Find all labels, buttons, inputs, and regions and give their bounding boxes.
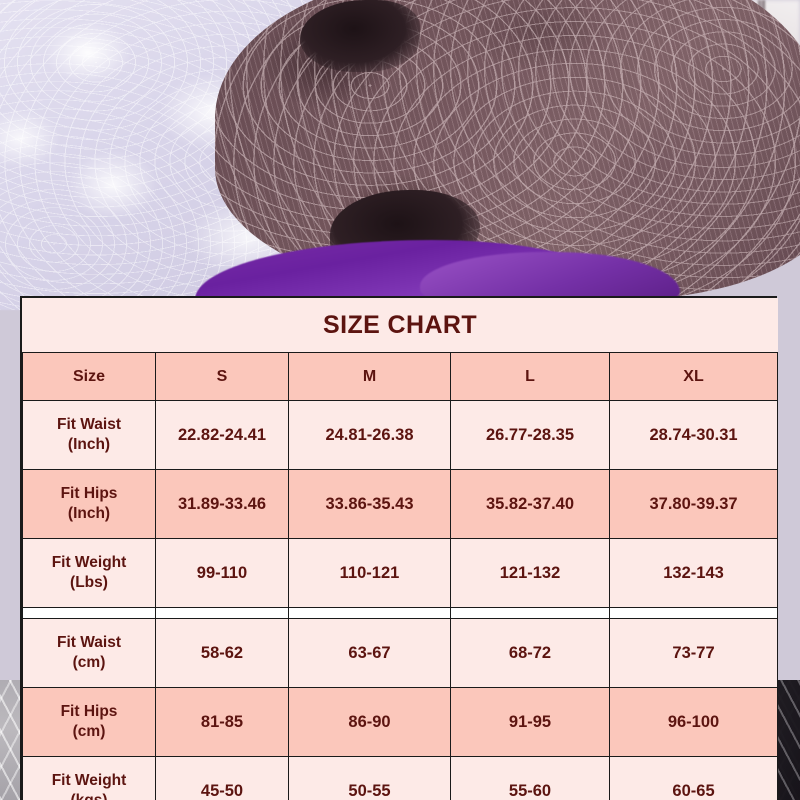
table-row: Fit Weight (kgs) 45-50 50-55 55-60 60-65: [22, 756, 779, 800]
lace-opening-top: [300, 0, 420, 72]
column-header-l: L: [450, 352, 610, 401]
cell-value: 35.82-37.40: [450, 469, 610, 539]
row-label-fit-weight-kgs: Fit Weight (kgs): [22, 756, 156, 800]
cell-value: 132-143: [608, 538, 779, 608]
row-label-text: Fit Hips: [60, 485, 118, 503]
cell-value: 63-67: [288, 618, 451, 688]
row-label-text: Fit Hips: [60, 703, 118, 721]
cell-value: 26.77-28.35: [450, 400, 610, 470]
table-row: Fit Waist (cm) 58-62 63-67 68-72 73-77: [22, 618, 779, 688]
cell-value: 22.82-24.41: [155, 400, 289, 470]
size-chart-table: SIZE CHART Size S M L XL Fit Waist (Inch…: [22, 298, 779, 800]
cell-value: 121-132: [450, 538, 610, 608]
cell-value: 99-110: [155, 538, 289, 608]
row-label-text: Fit Weight: [51, 554, 127, 572]
row-label-fit-hips-cm: Fit Hips (cm): [22, 687, 156, 757]
divider-cell: [155, 607, 289, 619]
cell-value: 28.74-30.31: [608, 400, 779, 470]
divider-cell: [288, 607, 451, 619]
row-unit-text: (Inch): [67, 436, 111, 453]
row-unit-text: (cm): [72, 723, 106, 740]
cell-value: 31.89-33.46: [155, 469, 289, 539]
row-unit-text: (Lbs): [70, 574, 108, 591]
column-header-xl: XL: [608, 352, 779, 401]
cell-value: 81-85: [155, 687, 289, 757]
column-header-m: M: [288, 352, 451, 401]
row-unit-text: (Inch): [67, 505, 111, 522]
divider-cell: [450, 607, 610, 619]
table-header-row: Size S M L XL: [22, 352, 779, 401]
table-section-divider: [22, 607, 779, 619]
column-header-size: Size: [22, 352, 156, 401]
cell-value: 37.80-39.37: [608, 469, 779, 539]
cell-value: 91-95: [450, 687, 610, 757]
cell-value: 33.86-35.43: [288, 469, 451, 539]
cell-value: 60-65: [608, 756, 779, 800]
table-title-row: SIZE CHART: [22, 298, 778, 353]
row-label-fit-waist-cm: Fit Waist (cm): [22, 618, 156, 688]
table-row: Fit Hips (Inch) 31.89-33.46 33.86-35.43 …: [22, 469, 779, 539]
cell-value: 68-72: [450, 618, 610, 688]
table-row: Fit Waist (Inch) 22.82-24.41 24.81-26.38…: [22, 400, 779, 470]
cell-value: 55-60: [450, 756, 610, 800]
divider-cell: [608, 607, 779, 619]
row-label-fit-waist-inch: Fit Waist (Inch): [22, 400, 156, 470]
cell-value: 73-77: [608, 618, 779, 688]
row-unit-text: (kgs): [70, 792, 107, 800]
column-header-s: S: [155, 352, 289, 401]
row-unit-text: (cm): [72, 654, 106, 671]
row-label-text: Fit Waist: [56, 634, 121, 652]
row-label-fit-hips-inch: Fit Hips (Inch): [22, 469, 156, 539]
cell-value: 24.81-26.38: [288, 400, 451, 470]
cell-value: 110-121: [288, 538, 451, 608]
cell-value: 58-62: [155, 618, 289, 688]
row-label-text: Fit Waist: [56, 416, 121, 434]
row-label-text: Fit Weight: [51, 772, 127, 790]
cell-value: 86-90: [288, 687, 451, 757]
cell-value: 50-55: [288, 756, 451, 800]
row-label-fit-weight-lbs: Fit Weight (Lbs): [22, 538, 156, 608]
size-chart-panel: SIZE CHART Size S M L XL Fit Waist (Inch…: [20, 296, 779, 800]
table-row: Fit Hips (cm) 81-85 86-90 91-95 96-100: [22, 687, 779, 757]
cell-value: 45-50: [155, 756, 289, 800]
table-row: Fit Weight (Lbs) 99-110 110-121 121-132 …: [22, 538, 779, 608]
page-title: SIZE CHART: [22, 298, 778, 353]
cell-value: 96-100: [608, 687, 779, 757]
divider-cell: [22, 607, 156, 619]
